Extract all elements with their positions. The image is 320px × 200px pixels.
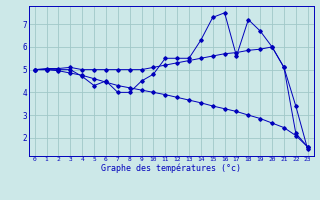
X-axis label: Graphe des températures (°c): Graphe des températures (°c)	[101, 164, 241, 173]
